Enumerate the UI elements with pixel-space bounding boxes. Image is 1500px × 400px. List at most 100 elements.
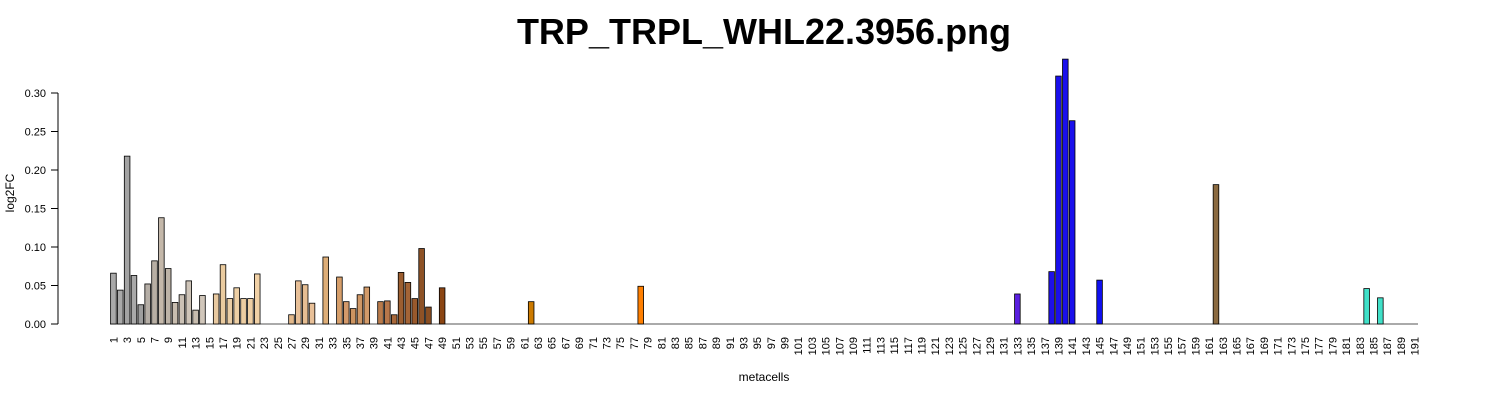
x-tick-label: 81 — [656, 337, 668, 349]
x-tick-label: 87 — [697, 337, 709, 349]
x-tick-label: 183 — [1355, 337, 1367, 355]
bar-metacell-37 — [356, 294, 364, 325]
bar-metacell-36 — [349, 308, 357, 325]
chart-title: TRP_TRPL_WHL22.3956.png — [517, 11, 1011, 52]
bar-metacell-43 — [397, 272, 405, 325]
x-tick-label: 135 — [1026, 337, 1038, 355]
x-tick-label: 127 — [971, 337, 983, 355]
x-tick-label: 57 — [492, 337, 504, 349]
x-tick-label: 141 — [1067, 337, 1079, 355]
x-tick-label: 23 — [259, 337, 271, 349]
x-tick-label: 63 — [533, 337, 545, 349]
x-tick-label: 189 — [1396, 337, 1408, 355]
x-tick-label: 131 — [999, 337, 1011, 355]
bar-metacell-184 — [1363, 288, 1370, 325]
bar-metacell-21 — [247, 298, 254, 325]
x-tick-label: 171 — [1273, 337, 1285, 355]
bar-metacell-7 — [151, 260, 158, 325]
bar-metacell-3 — [123, 155, 131, 325]
bar-metacell-19 — [233, 287, 240, 325]
x-tick-label: 143 — [1081, 337, 1093, 355]
x-tick-label: 27 — [286, 337, 298, 349]
x-tick-label: 77 — [629, 337, 641, 349]
bar-metacell-27 — [288, 314, 295, 325]
x-tick-label: 11 — [177, 337, 189, 348]
bar-metacell-17 — [219, 264, 227, 325]
x-tick-label: 53 — [465, 337, 477, 349]
x-tick-label: 33 — [328, 337, 340, 349]
x-tick-label: 167 — [1245, 337, 1257, 355]
bar-metacell-2 — [117, 289, 124, 325]
x-tick-label: 49 — [437, 337, 449, 349]
y-tick-label: 0.30 — [25, 88, 46, 100]
x-tick-label: 15 — [204, 337, 216, 349]
x-tick-label: 115 — [889, 337, 901, 355]
x-tick-label: 119 — [917, 337, 929, 355]
bar-metacell-35 — [343, 301, 350, 325]
x-tick-label: 25 — [273, 337, 285, 349]
bar-metacell-186 — [1377, 297, 1384, 325]
bar-metacell-49 — [438, 287, 446, 325]
x-tick-label: 91 — [725, 337, 737, 349]
x-tick-label: 129 — [985, 337, 997, 355]
x-tick-label: 159 — [1190, 337, 1202, 355]
bar-metacell-138 — [1048, 271, 1055, 325]
x-tick-label: 67 — [560, 337, 572, 349]
bar-metacell-8 — [158, 217, 165, 325]
x-tick-label: 5 — [136, 337, 148, 343]
bar-metacell-47 — [425, 306, 432, 325]
bar-metacell-20 — [240, 298, 247, 325]
x-tick-label: 105 — [821, 337, 833, 355]
x-tick-label: 17 — [218, 337, 230, 349]
x-tick-label: 31 — [314, 337, 326, 349]
x-tick-label: 99 — [780, 337, 792, 349]
x-tick-label: 113 — [875, 337, 887, 355]
x-tick-label: 79 — [643, 337, 655, 349]
bar-metacell-28 — [295, 280, 302, 325]
x-tick-label: 29 — [300, 337, 312, 349]
bar-metacell-30 — [308, 302, 316, 325]
bar-metacell-22 — [254, 273, 261, 325]
x-tick-label: 103 — [807, 337, 819, 355]
x-tick-label: 149 — [1122, 337, 1134, 355]
x-tick-label: 75 — [615, 337, 627, 349]
x-tick-label: 175 — [1300, 337, 1312, 355]
bar-metacell-29 — [301, 284, 309, 325]
y-tick-label: 0.05 — [25, 281, 46, 293]
x-tick-label: 47 — [423, 337, 435, 349]
x-tick-label: 3 — [122, 337, 134, 343]
x-axis-title: metacells — [739, 370, 790, 384]
x-tick-label: 45 — [410, 337, 422, 349]
y-axis: 0.00 0.05 0.10 0.15 0.20 0.25 0.30 — [25, 88, 59, 331]
x-tick-label: 19 — [232, 337, 244, 349]
x-tick-label: 7 — [150, 337, 162, 343]
bar-metacell-162 — [1212, 184, 1220, 325]
y-tick-label: 0.20 — [25, 165, 46, 177]
bar-metacell-133 — [1014, 293, 1021, 325]
x-tick-label: 157 — [1177, 337, 1189, 355]
bar-metacell-78 — [637, 285, 644, 325]
x-tick-label: 89 — [711, 337, 723, 349]
bar-metacell-6 — [144, 283, 151, 325]
x-tick-label: 147 — [1108, 337, 1120, 355]
x-tick-label: 177 — [1314, 337, 1326, 355]
x-tick-label: 85 — [684, 337, 696, 349]
x-tick-label: 71 — [588, 337, 600, 349]
bar-metacell-44 — [404, 282, 412, 325]
x-tick-label: 97 — [766, 337, 778, 349]
x-tick-label: 155 — [1163, 337, 1175, 355]
x-tick-label: 125 — [958, 337, 970, 355]
bar-metacell-34 — [336, 276, 343, 325]
x-tick-label: 121 — [930, 337, 942, 355]
bar-metacell-62 — [527, 301, 535, 325]
bar-metacell-40 — [377, 301, 384, 325]
x-tick-label: 73 — [601, 337, 613, 349]
plot-area — [110, 58, 1418, 325]
x-axis: 1 3 5 7 9 11 13 15 17 19 21 23 25 27 29 31 33 35 37 39 41 43 4… — [108, 337, 1421, 355]
x-tick-label: 181 — [1341, 337, 1353, 355]
bar-metacell-145 — [1096, 279, 1103, 325]
x-tick-label: 117 — [903, 337, 915, 355]
x-tick-label: 35 — [341, 337, 353, 349]
y-tick-label: 0.15 — [25, 204, 46, 216]
